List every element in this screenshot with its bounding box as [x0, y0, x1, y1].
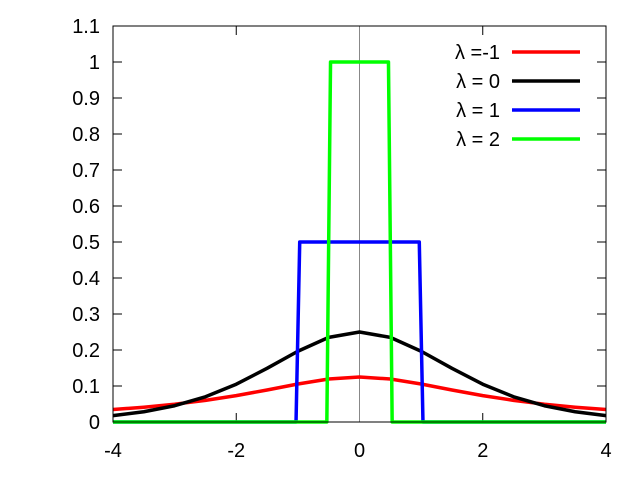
legend-label: λ = 2 [456, 129, 500, 151]
series-line-1 [112, 330, 607, 418]
x-tick-label: 2 [477, 440, 488, 462]
y-tick-label: 0.3 [72, 304, 100, 326]
legend-label: λ =-1 [455, 42, 500, 64]
y-tick-label: 0.1 [72, 376, 100, 398]
x-tick-label: 0 [354, 440, 365, 462]
x-tick-label: -2 [227, 440, 245, 462]
x-tick-label: 4 [600, 440, 611, 462]
legend-label: λ = 1 [456, 100, 500, 122]
plot-frame [112, 25, 607, 423]
y-tick-label: 0.9 [72, 88, 100, 110]
y-tick-label: 1.1 [72, 16, 100, 38]
y-tick-label: 0.8 [72, 124, 100, 146]
x-tick-label: -4 [104, 440, 122, 462]
y-tick-label: 0 [89, 412, 100, 434]
y-tick-label: 0.7 [72, 160, 100, 182]
legend-label: λ = 0 [456, 71, 500, 93]
y-tick-label: 1 [89, 52, 100, 74]
y-tick-label: 0.2 [72, 340, 100, 362]
series-line-0 [112, 375, 607, 412]
y-tick-label: 0.4 [72, 268, 100, 290]
y-tick-label: 0.6 [72, 196, 100, 218]
y-tick-label: 0.5 [72, 232, 100, 254]
legend: λ =-1 λ = 0 λ = 1 λ = 2 [455, 42, 580, 151]
